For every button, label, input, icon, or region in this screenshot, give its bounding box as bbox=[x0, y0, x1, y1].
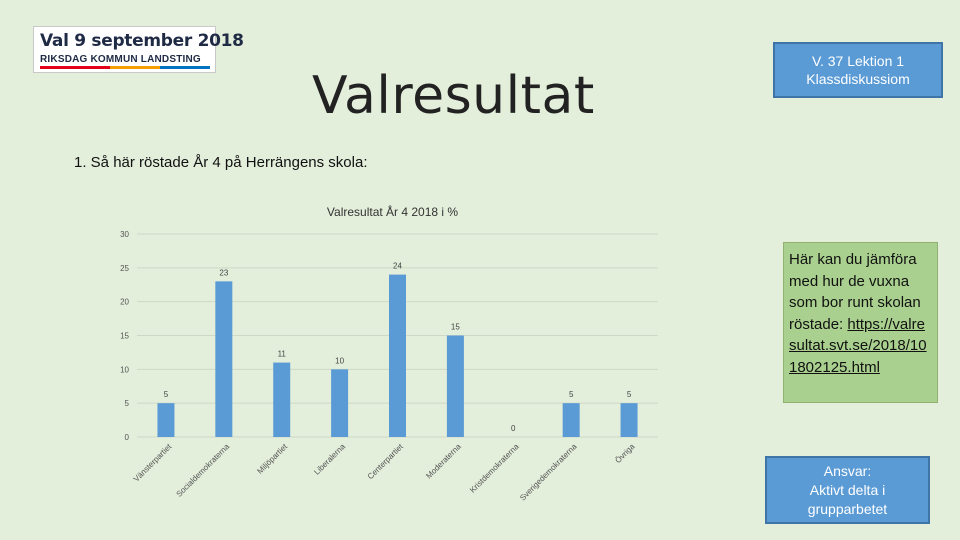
logo-stripe-red bbox=[40, 66, 110, 69]
y-tick-label: 0 bbox=[125, 433, 130, 442]
data-label: 0 bbox=[511, 424, 516, 433]
category-label: Sverigedemokraterna bbox=[518, 442, 579, 503]
logo-stripe-yellow bbox=[110, 66, 160, 69]
category-label: Miljöpartiet bbox=[255, 442, 289, 476]
comparison-note: Här kan du jämföra med hur de vuxna som … bbox=[783, 242, 938, 403]
category-label: Kristdemokraterna bbox=[468, 442, 521, 495]
bar-chart: Valresultat År 4 2018 i % 0 5 10 15 20 25 30 5 Vä… bbox=[120, 204, 658, 503]
y-tick-label: 5 bbox=[125, 399, 130, 408]
chart-title: Valresultat År 4 2018 i % bbox=[327, 204, 459, 219]
category-label: Centerpartiet bbox=[366, 442, 406, 482]
data-label: 24 bbox=[393, 262, 402, 271]
data-label: 15 bbox=[451, 323, 460, 332]
logo-subtitle-text: RIKSDAG KOMMUN LANDSTING bbox=[40, 54, 201, 65]
logo-date-text: Val 9 september 2018 bbox=[40, 31, 244, 51]
election-logo: Val 9 september 2018 RIKSDAG KOMMUN LAND… bbox=[33, 26, 244, 73]
data-label: 23 bbox=[219, 268, 228, 277]
y-tick-label: 15 bbox=[120, 332, 129, 341]
category-label: Övriga bbox=[613, 442, 636, 465]
data-label: 5 bbox=[164, 390, 169, 399]
category-label: Vänsterpartiet bbox=[132, 442, 174, 484]
bar bbox=[331, 369, 349, 437]
logo-stripe-blue bbox=[160, 66, 210, 69]
lesson-label: V. 37 Lektion 1 bbox=[811, 53, 905, 69]
data-label: 5 bbox=[569, 390, 574, 399]
y-tick-label: 30 bbox=[120, 230, 129, 239]
bar bbox=[215, 281, 233, 437]
category-label: Moderaterna bbox=[424, 442, 463, 481]
results-link[interactable]: https://valresultat.svt.se/2018/10180212… bbox=[789, 315, 927, 376]
data-label: 11 bbox=[278, 350, 287, 359]
bar bbox=[620, 403, 638, 437]
bar bbox=[157, 403, 175, 437]
responsibility-line-3: grupparbetet bbox=[807, 500, 888, 517]
bar bbox=[273, 362, 291, 437]
question-text: 1. Så här röstade År 4 på Herrängens sko… bbox=[74, 154, 368, 171]
lesson-topic: Klassdiskussiom bbox=[806, 71, 910, 87]
data-label: 5 bbox=[627, 390, 632, 399]
bar bbox=[446, 335, 464, 437]
responsibility-box: Ansvar: Aktivt delta i grupparbetet bbox=[765, 456, 930, 524]
responsibility-line-2: Aktivt delta i bbox=[809, 481, 886, 498]
bar bbox=[562, 403, 580, 437]
category-label: Liberalerna bbox=[312, 442, 347, 477]
y-tick-label: 25 bbox=[120, 264, 129, 273]
bar bbox=[389, 274, 406, 437]
slide-title: Valresultat bbox=[312, 66, 595, 126]
category-label: Socialdemokraterna bbox=[175, 442, 232, 499]
data-label: 10 bbox=[335, 356, 344, 365]
lesson-box: V. 37 Lektion 1 Klassdiskussiom bbox=[773, 42, 943, 98]
y-tick-label: 20 bbox=[120, 298, 129, 307]
y-tick-label: 10 bbox=[120, 365, 129, 374]
note-text: Här kan du jämföra med hur de vuxna som … bbox=[789, 251, 921, 333]
responsibility-label: Ansvar: bbox=[823, 462, 872, 479]
